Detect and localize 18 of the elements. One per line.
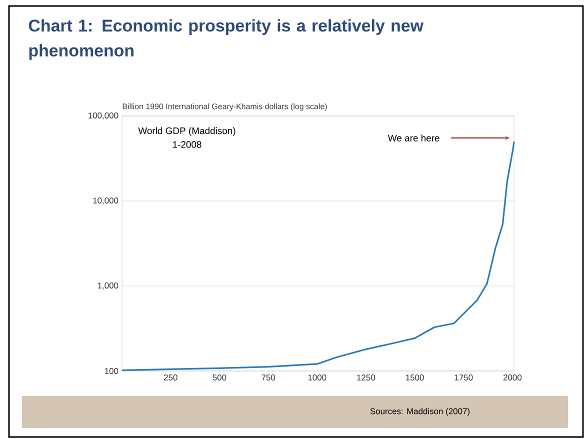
x-tick-label: 1000 <box>308 374 326 380</box>
line-series <box>121 140 515 372</box>
source-note: Sources: Maddison (2007) <box>370 408 470 416</box>
annotation: World GDP (Maddison) <box>138 127 236 136</box>
x-tick-label: 2000 <box>503 374 522 380</box>
x-tick-label: 500 <box>212 374 226 380</box>
x-tick-label: 750 <box>262 374 276 380</box>
x-tick-label: 1500 <box>406 374 424 380</box>
y-tick-label: 100,000 <box>88 112 118 120</box>
y-tick-label: 100 <box>105 368 118 374</box>
y-tick-label: 1,000 <box>98 282 118 290</box>
x-tick-label: 1250 <box>357 374 376 380</box>
x-tick-label: 1750 <box>454 374 473 380</box>
x-tick-label: 250 <box>164 374 178 380</box>
annotation: We are here <box>388 134 440 142</box>
chart-title: Chart 1: Economic prosperity is a relatively new phenomenon <box>28 19 424 60</box>
annotation: 1-2008 <box>172 141 202 148</box>
y-tick-label: 10,000 <box>93 197 118 204</box>
